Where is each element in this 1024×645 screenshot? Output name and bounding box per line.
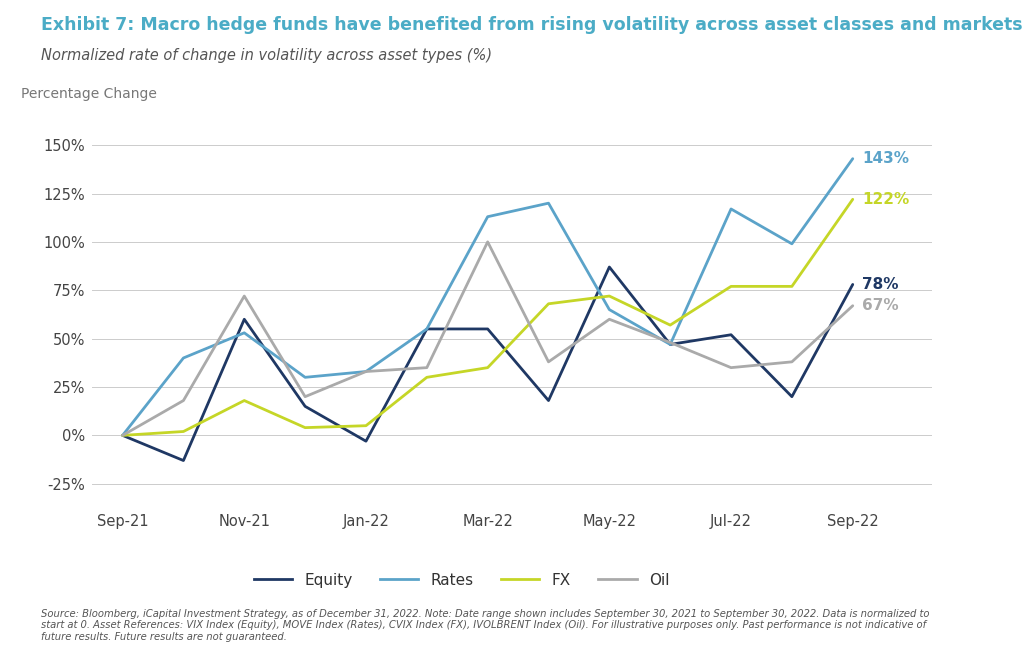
Text: 122%: 122% <box>862 192 909 207</box>
Text: 67%: 67% <box>862 298 898 313</box>
Text: Normalized rate of change in volatility across asset types (%): Normalized rate of change in volatility … <box>41 48 493 63</box>
Text: Source: Bloomberg, iCapital Investment Strategy, as of December 31, 2022. Note: : Source: Bloomberg, iCapital Investment S… <box>41 609 930 642</box>
Legend: Equity, Rates, FX, Oil: Equity, Rates, FX, Oil <box>248 567 676 594</box>
Text: Percentage Change: Percentage Change <box>20 86 157 101</box>
Text: Exhibit 7: Macro hedge funds have benefited from rising volatility across asset : Exhibit 7: Macro hedge funds have benefi… <box>41 16 1023 34</box>
Text: 78%: 78% <box>862 277 898 292</box>
Text: 143%: 143% <box>862 151 909 166</box>
